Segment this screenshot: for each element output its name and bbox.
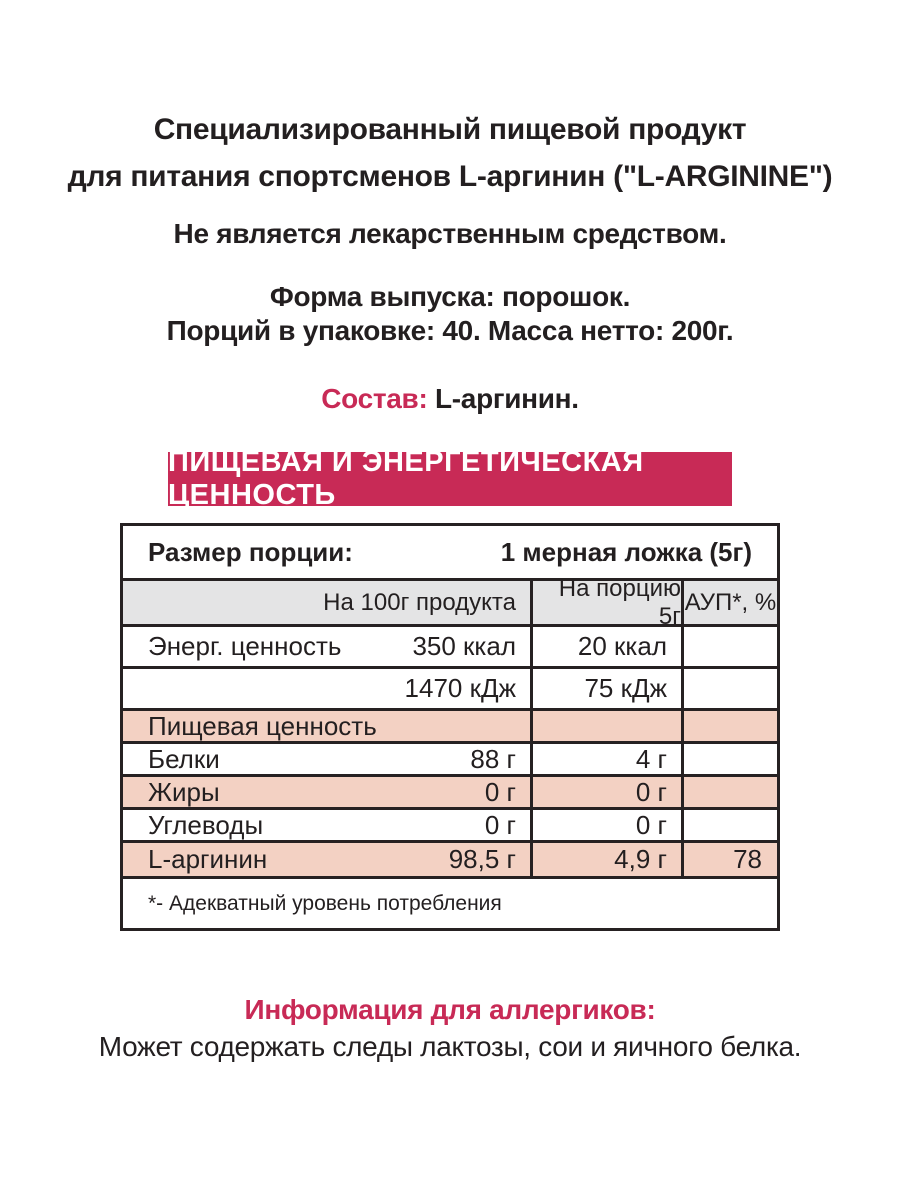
product-title: Специализированный пищевой продукт для п… (0, 106, 900, 200)
composition-label: Состав: (321, 383, 428, 414)
col-header-per-serving: На порцию 5г (530, 575, 681, 630)
serving-size-row: Размер порции: 1 мерная ложка (5г) (123, 526, 777, 578)
release-form-line: Форма выпуска: порошок. (269, 281, 631, 312)
row-label: Белки (148, 743, 220, 774)
table-row-carbs: Углеводы 0 г 0 г (123, 807, 777, 840)
product-title-line1: Специализированный пищевой продукт (153, 113, 747, 146)
table-footnote: *- Адекватный уровень потребления (123, 876, 777, 928)
table-header-row: На 100г продукта На порцию 5г АУП*, % (123, 575, 777, 630)
value-per-serving: 20 ккал (530, 627, 681, 666)
row-label: L-аргинин (148, 844, 268, 874)
value-per-100g: 350 ккал (412, 631, 516, 661)
product-title-line2: для питания спортсменов L-аргинин ("L-AR… (67, 160, 833, 193)
release-info: Форма выпуска: порошок. Порций в упаковк… (0, 280, 900, 348)
value-per-serving (530, 711, 681, 741)
value-aup (681, 744, 777, 774)
composition-value: L-аргинин. (434, 383, 579, 414)
section-label: Пищевая ценность (148, 710, 377, 741)
row-label: Жиры (148, 776, 220, 807)
col-header-per-100g: На 100г продукта (323, 588, 516, 616)
value-per-serving: 4 г (530, 744, 681, 774)
value-aup (681, 810, 777, 840)
value-per-100g: 0 г (484, 809, 516, 840)
table-row-fat: Жиры 0 г 0 г (123, 774, 777, 807)
value-per-serving: 75 кДж (530, 669, 681, 708)
row-label: Энерг. ценность (148, 631, 342, 661)
value-aup (681, 669, 777, 708)
value-aup (681, 777, 777, 807)
disclaimer-text: Не является лекарственным средством. (173, 218, 727, 249)
row-label: Углеводы (148, 809, 264, 840)
value-aup (681, 627, 777, 666)
nutrition-table: Размер порции: 1 мерная ложка (5г) На 10… (120, 523, 780, 931)
nutrition-banner: ПИЩЕВАЯ И ЭНЕРГЕТИЧЕСКАЯ ЦЕННОСТЬ (168, 446, 732, 511)
serving-size-label: Размер порции: (148, 536, 353, 567)
servings-mass-line: Порций в упаковке: 40. Масса нетто: 200г… (166, 315, 734, 346)
value-per-100g: 88 г (470, 743, 516, 774)
value-per-100g: 1470 кДж (404, 673, 516, 703)
value-aup: 78 (681, 843, 777, 876)
allergy-info-text: Может содержать следы лактозы, сои и яич… (98, 1031, 802, 1062)
table-row-protein: Белки 88 г 4 г (123, 741, 777, 774)
value-per-serving: 0 г (530, 777, 681, 807)
table-section-nutritional-value: Пищевая ценность (123, 708, 777, 741)
value-per-100g: 0 г (484, 776, 516, 807)
table-row-energy-kj: 1470 кДж 75 кДж (123, 666, 777, 708)
value-per-100g: 98,5 г (448, 844, 516, 874)
table-row-energy-kcal: Энерг. ценность 350 ккал 20 ккал (123, 624, 777, 666)
value-aup (681, 711, 777, 741)
allergy-info-title: Информация для аллергиков: (244, 994, 656, 1025)
value-per-serving: 4,9 г (530, 843, 681, 876)
serving-size-value: 1 мерная ложка (5г) (500, 536, 752, 567)
composition-line: Состав: L-аргинин. (0, 383, 900, 415)
value-per-serving: 0 г (530, 810, 681, 840)
table-row-l-arginine: L-аргинин 98,5 г 4,9 г 78 (123, 840, 777, 876)
col-header-aup: АУП*, % (681, 581, 777, 624)
